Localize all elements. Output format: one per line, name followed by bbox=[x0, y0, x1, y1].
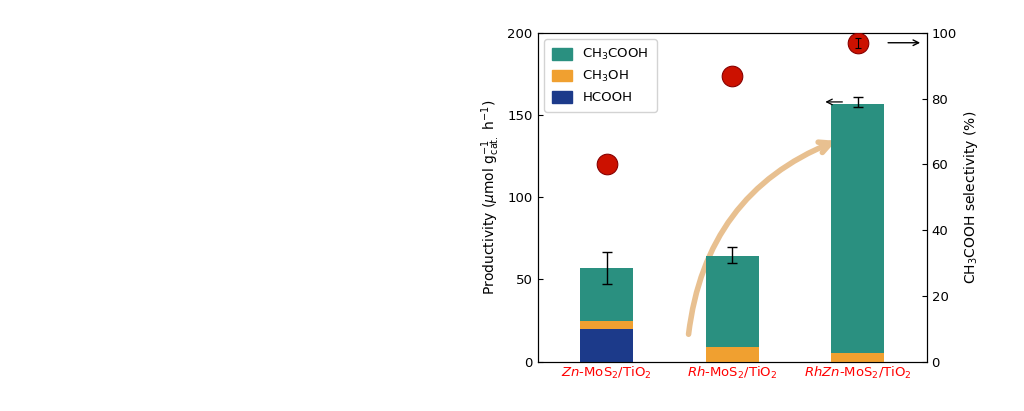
Bar bbox=[581, 321, 633, 329]
Bar bbox=[831, 104, 884, 353]
Y-axis label: CH$_3$COOH selectivity (%): CH$_3$COOH selectivity (%) bbox=[963, 111, 980, 284]
Bar bbox=[581, 329, 633, 362]
Point bbox=[850, 39, 866, 46]
Legend: CH$_3$COOH, CH$_3$OH, HCOOH: CH$_3$COOH, CH$_3$OH, HCOOH bbox=[544, 39, 656, 112]
Point bbox=[598, 161, 614, 168]
Bar bbox=[581, 268, 633, 321]
Bar bbox=[831, 353, 884, 362]
Y-axis label: Productivity ($\mu$mol g$^{-1}_{\mathrm{cat.}}$ h$^{-1}$): Productivity ($\mu$mol g$^{-1}_{\mathrm{… bbox=[479, 99, 502, 295]
Point bbox=[724, 72, 740, 79]
Bar bbox=[706, 256, 759, 347]
Bar bbox=[706, 347, 759, 362]
